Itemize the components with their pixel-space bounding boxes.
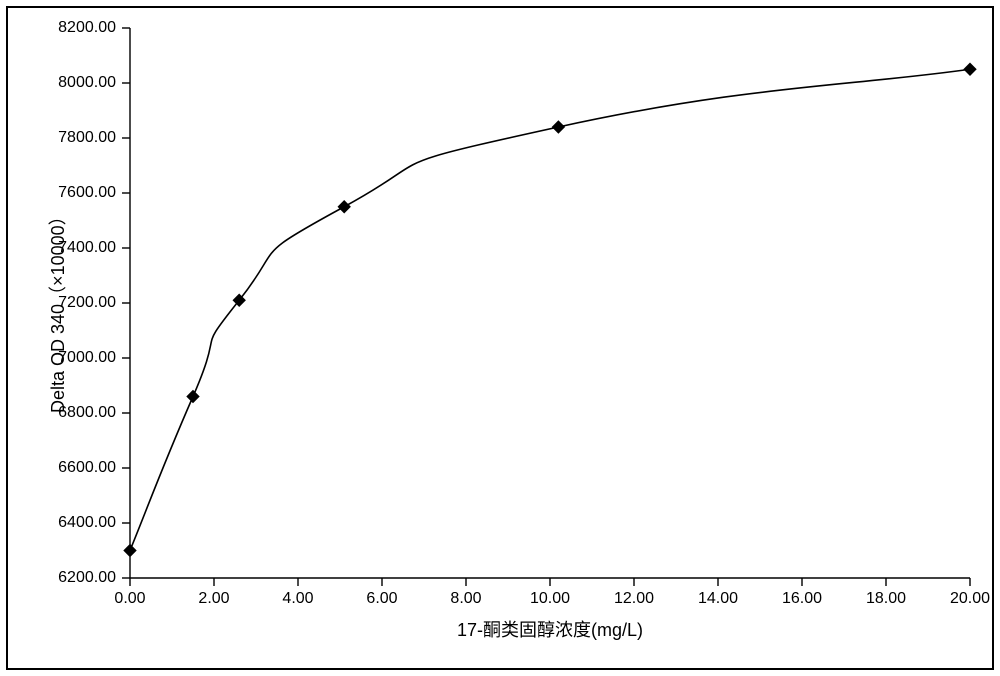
chart-svg — [130, 28, 970, 578]
y-tick-label: 6600.00 — [58, 459, 116, 477]
x-tick-label: 20.00 — [950, 590, 990, 608]
x-tick-label: 12.00 — [614, 590, 654, 608]
x-tick-label: 6.00 — [366, 590, 397, 608]
y-tick-label: 6200.00 — [58, 569, 116, 587]
y-tick-label: 7000.00 — [58, 349, 116, 367]
y-tick-label: 7200.00 — [58, 294, 116, 312]
x-tick-label: 0.00 — [114, 590, 145, 608]
x-tick-label: 4.00 — [282, 590, 313, 608]
y-tick-label: 8200.00 — [58, 19, 116, 37]
x-tick-label: 18.00 — [866, 590, 906, 608]
x-tick-label: 2.00 — [198, 590, 229, 608]
x-tick-label: 10.00 — [530, 590, 570, 608]
y-tick-label: 7800.00 — [58, 129, 116, 147]
y-tick-label: 8000.00 — [58, 74, 116, 92]
x-axis-title: 17-酮类固醇浓度(mg/L) — [457, 616, 643, 642]
y-tick-label: 6800.00 — [58, 404, 116, 422]
y-tick-label: 6400.00 — [58, 514, 116, 532]
plot-area — [130, 28, 970, 578]
x-tick-label: 14.00 — [698, 590, 738, 608]
x-tick-label: 16.00 — [782, 590, 822, 608]
y-tick-label: 7400.00 — [58, 239, 116, 257]
y-tick-label: 7600.00 — [58, 184, 116, 202]
x-tick-label: 8.00 — [450, 590, 481, 608]
